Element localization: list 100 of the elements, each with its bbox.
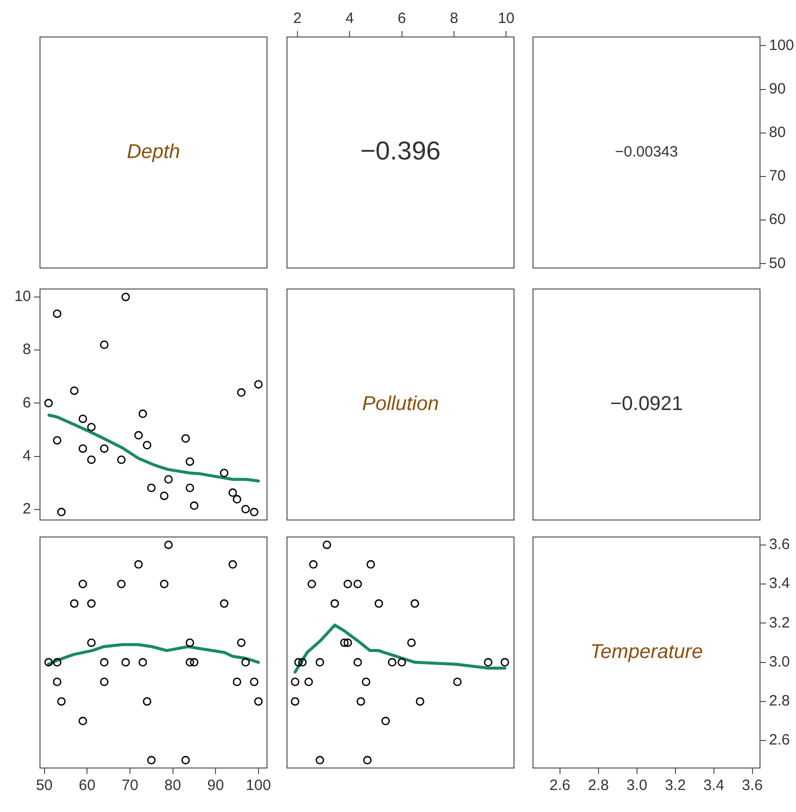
x-tick-label: 4 xyxy=(345,10,354,28)
x-tick-label: 10 xyxy=(498,10,515,28)
point xyxy=(78,414,88,424)
point xyxy=(134,560,143,569)
y-tick-label: 6 xyxy=(22,394,31,412)
point xyxy=(228,488,237,497)
point xyxy=(44,398,53,408)
point xyxy=(316,756,324,764)
point xyxy=(100,658,108,667)
point xyxy=(164,475,173,484)
point xyxy=(87,638,96,647)
y-tick-label: 60 xyxy=(769,211,786,228)
point xyxy=(366,560,376,569)
point xyxy=(362,678,370,686)
x-tick-label: 50 xyxy=(36,777,53,794)
point xyxy=(160,580,168,588)
point xyxy=(87,455,96,464)
point xyxy=(353,658,362,667)
text: −0.0921 xyxy=(610,393,683,416)
y-tick-label: 2.6 xyxy=(769,732,790,749)
point xyxy=(52,436,62,445)
point xyxy=(316,658,324,667)
y-tick-label: 3.6 xyxy=(769,536,790,553)
point xyxy=(294,658,303,667)
point xyxy=(186,658,194,667)
point xyxy=(186,484,194,492)
point xyxy=(52,658,62,667)
point xyxy=(398,658,406,667)
point xyxy=(44,658,53,667)
x-tick-label: 2.6 xyxy=(550,777,570,794)
y-tick-label: 10 xyxy=(14,288,31,306)
point xyxy=(181,434,190,443)
x-tick-label: 2.8 xyxy=(588,777,609,794)
text: Pollution xyxy=(362,393,439,416)
annotation: Temperature xyxy=(590,641,703,664)
point xyxy=(290,697,300,706)
point xyxy=(70,386,79,395)
point xyxy=(241,658,250,667)
y-tick-label: 8 xyxy=(22,341,31,358)
point xyxy=(186,638,194,647)
point xyxy=(298,658,307,667)
point xyxy=(416,697,424,706)
y-tick-label: 80 xyxy=(769,124,786,142)
point xyxy=(100,444,108,453)
point xyxy=(78,444,88,453)
y-tick-label: 2 xyxy=(22,500,31,518)
point xyxy=(290,678,300,686)
point xyxy=(220,468,228,478)
point xyxy=(52,309,62,318)
point xyxy=(374,599,384,608)
point xyxy=(484,658,492,667)
x-tick-label: 3.6 xyxy=(742,777,763,794)
point xyxy=(142,440,152,450)
y-tick-label: 100 xyxy=(769,36,794,54)
point xyxy=(52,678,62,686)
point xyxy=(78,716,88,726)
y-tick-label: 3.0 xyxy=(769,653,790,670)
point xyxy=(147,756,156,764)
x-tick-label: 3.4 xyxy=(703,777,724,794)
point xyxy=(232,678,242,686)
point xyxy=(254,380,263,389)
point xyxy=(322,540,332,550)
point xyxy=(241,504,250,514)
y-tick-label: 90 xyxy=(769,80,786,98)
point xyxy=(309,560,318,569)
point xyxy=(388,658,396,667)
point xyxy=(134,431,143,440)
text: Depth xyxy=(126,141,180,164)
point xyxy=(250,508,258,516)
point xyxy=(220,599,228,608)
x-tick-label: 8 xyxy=(450,10,458,28)
point xyxy=(181,756,190,764)
y-tick-label: 4 xyxy=(22,447,31,464)
point xyxy=(57,697,66,706)
annotation: −0.396 xyxy=(360,136,441,166)
point xyxy=(117,455,126,464)
y-tick-label: 50 xyxy=(769,254,786,272)
point xyxy=(142,697,152,706)
point xyxy=(453,678,462,686)
point xyxy=(78,580,88,588)
point xyxy=(340,638,349,647)
point xyxy=(190,658,198,667)
point xyxy=(117,580,126,588)
point xyxy=(190,501,198,510)
point xyxy=(330,599,339,608)
point xyxy=(308,580,316,588)
point xyxy=(344,580,352,588)
point xyxy=(160,492,168,500)
point xyxy=(138,658,148,667)
annotation: −0.00343 xyxy=(615,144,678,161)
point xyxy=(254,697,263,706)
point xyxy=(121,292,130,302)
y-tick-label: 70 xyxy=(769,168,786,185)
point xyxy=(356,697,366,706)
x-tick-label: 80 xyxy=(164,777,182,794)
x-tick-label: 100 xyxy=(246,777,271,794)
x-tick-label: 60 xyxy=(78,777,96,794)
x-tick-label: 6 xyxy=(398,10,406,28)
point xyxy=(87,599,96,608)
point xyxy=(237,388,246,397)
